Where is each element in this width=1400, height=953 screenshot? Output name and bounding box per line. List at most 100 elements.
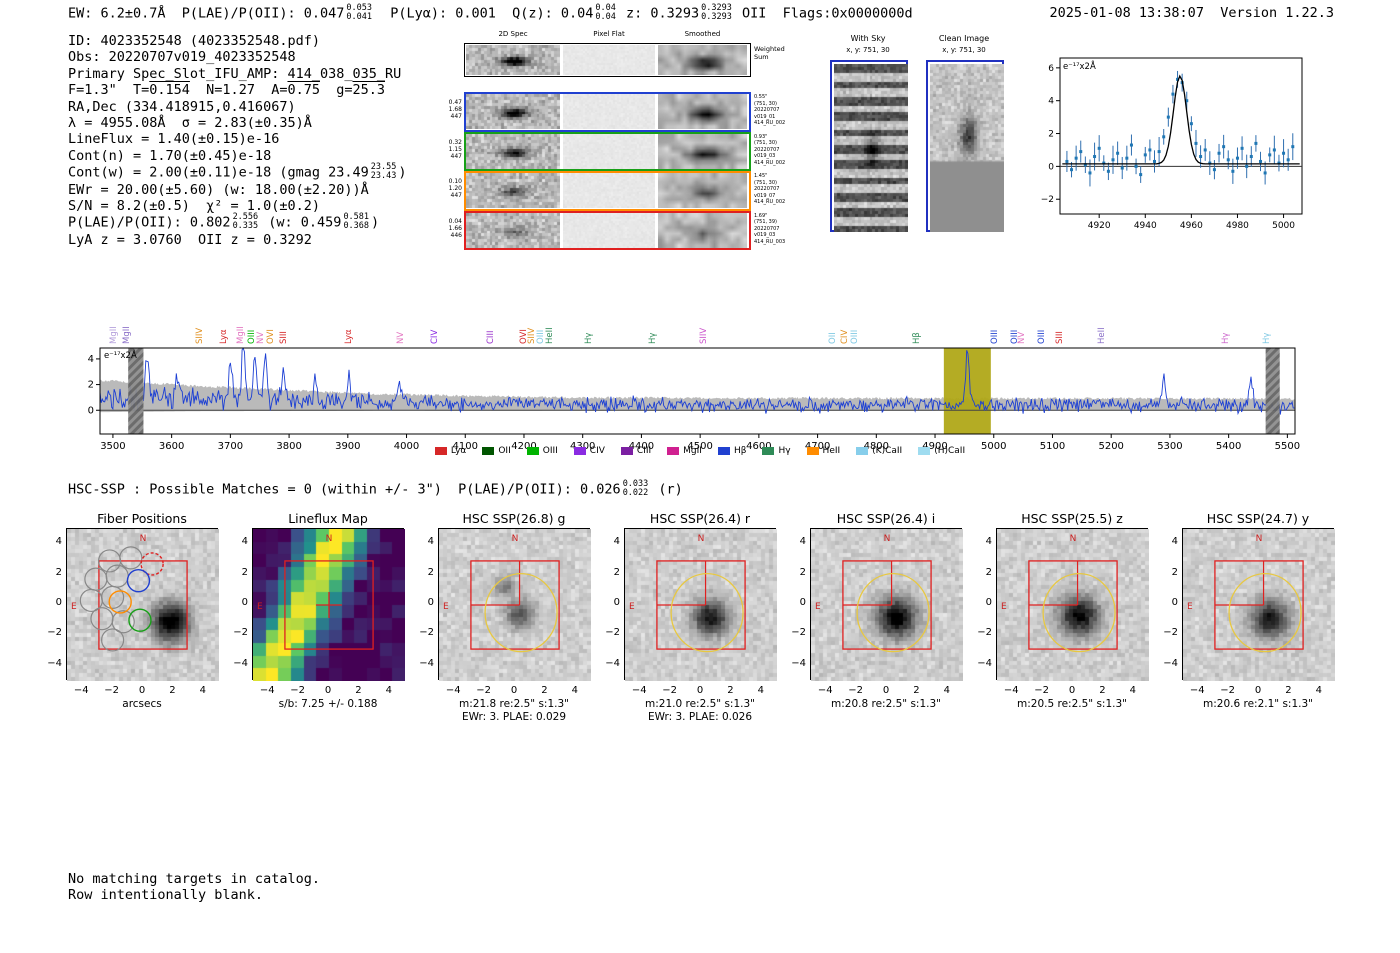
legend-swatch (482, 447, 495, 455)
line-fit-svg: 4920 4940 4960 4980 5000 −2 0 2 4 6 e⁻¹⁷x2Å (1041, 57, 1303, 231)
y-tick-label: −2 (605, 627, 620, 639)
x-tick-label: −2 (662, 685, 677, 696)
x-tick-label: 3800 (276, 441, 301, 452)
emission-line-label: Hγ (1221, 332, 1232, 344)
data-point (1185, 99, 1189, 103)
data-point (1222, 145, 1226, 149)
spec2d-cutout-image (658, 133, 747, 169)
emission-line-label: NV (395, 331, 406, 344)
full-spectrum-plot: 3500 3600 3700 3800 3900 4000 4100 4200 4300 4400… (60, 342, 1340, 461)
cutout-row: Fiber Positions N E −4 −4 −2 −2 0 0 2 2 4 4 arcsecs Li… (0, 505, 1400, 730)
x-tick-label: 4 (571, 685, 578, 696)
x-tick-label: 4100 (453, 441, 478, 452)
stacked-value: 0.581 0.368 (343, 212, 370, 232)
y-tick-label: 0 (985, 597, 992, 608)
legend-label: HeII (822, 446, 841, 456)
y-tick-label: 0 (55, 597, 62, 608)
text-segment: N=1.27 A= (189, 82, 288, 99)
overlined-value: 0.75 (287, 82, 320, 99)
cutout-title: HSC SSP(26.4) r (649, 511, 751, 526)
text-segment: HSC-SSP : Possible Matches = 0 (within +… (68, 481, 621, 498)
spec2d-weighted-box (464, 43, 751, 77)
data-point (1106, 169, 1110, 173)
cutout-title: HSC SSP(26.8) g (462, 511, 566, 526)
footer-line-2: Row intentionally blank. (68, 887, 264, 904)
data-point (1157, 150, 1161, 154)
x-tick-label: 2 (913, 685, 920, 696)
x-tick-label: 3900 (335, 441, 360, 452)
weighted-sum-label: Weighted Sum (754, 45, 785, 61)
legend-item: Hβ (717, 446, 747, 456)
cleanimg-title: Clean Image (938, 34, 990, 43)
spec2d-cutout-image (563, 45, 655, 75)
x-tick-label: 4300 (570, 441, 595, 452)
cutout-title: Fiber Positions (97, 511, 187, 526)
text-segment: (w: 0.459 (260, 215, 342, 232)
data-point (1176, 77, 1180, 81)
spec2d-cutout-image (466, 133, 560, 169)
x-tick-label: 2 (541, 685, 548, 696)
cutout-overlay: NE (71, 534, 188, 652)
legend-swatch (526, 447, 539, 455)
emission-line-label: HeII (544, 327, 555, 344)
stacked-value: 23.55 23.43 (370, 162, 397, 181)
cutout-caption: EWr: 3. PLAE: 0.026 (647, 711, 753, 723)
emission-line-label: MgII (109, 326, 120, 344)
north-compass-label: N (326, 534, 333, 544)
emission-line-label: Lyα (218, 329, 229, 344)
legend-label: Hβ (733, 446, 747, 456)
spec2d-cutout-image (466, 173, 560, 208)
text-segment: OII Flags:0x0000000d (733, 5, 913, 22)
y-tick-label: −4 (791, 657, 806, 669)
header-timestamp-version: 2025-01-08 13:38:07 Version 1.22.3 (1049, 5, 1334, 21)
x-tick-label: 4 (757, 685, 764, 696)
x-tick-label: 4920 (1088, 221, 1111, 231)
y-tick-label: 4 (241, 536, 248, 548)
data-point (1254, 141, 1258, 145)
detection-info-block: ID: 4023352548 (4023352548.pdf) Obs: 2022… (68, 33, 406, 248)
spec2d-row-annotation: 1.45" (751, 30) 20220707 v019_07 414_RU_… (754, 173, 786, 206)
x-tick-label: 4 (385, 685, 392, 696)
withsky-image-border (830, 60, 908, 232)
north-compass-label: N (1070, 534, 1077, 544)
legend-label: Hγ (778, 446, 791, 456)
cutout-caption: m:21.8 re:2.5" s:1.3" (459, 698, 569, 710)
emission-line-label: OIII (1036, 329, 1047, 344)
text-segment: Cont(w) = 2.00(±0.11)e-18 (gmag 23.49 (68, 164, 369, 181)
stacked-value: 0.053 0.041 (346, 3, 372, 22)
y-tick-label: 0 (241, 597, 248, 608)
data-point (1171, 92, 1175, 96)
x-tick-label: −2 (848, 685, 863, 696)
emission-line-label: MgII (122, 326, 132, 344)
spec2d-row-left-labels: 0.10 1.20 447 (448, 178, 462, 199)
x-tick-label: 4 (1129, 685, 1136, 696)
north-compass-label: N (1256, 534, 1263, 544)
data-point (1139, 173, 1143, 177)
cleanimg-xy-label: x, y: 751, 30 (942, 46, 986, 54)
spectrum-legend: Lyα OII OIII CIV CIII MgII Hβ Hγ HeII (K)CaII (H)C… (350, 446, 1050, 456)
y-tick-label: 2 (799, 566, 806, 578)
x-tick-label: 4400 (629, 441, 654, 452)
fiber-circle (84, 567, 108, 591)
x-tick-label: 3500 (100, 441, 125, 452)
y-tick-label: −2 (47, 627, 62, 639)
spec2d-fiber-box-3 (464, 171, 751, 211)
y-axis-units-label: e⁻¹⁷x2Å (1063, 60, 1096, 72)
spec2d-row-left-labels: 0.32 1.15 447 (448, 138, 462, 160)
x-tick-label: 3600 (159, 441, 184, 452)
emission-line-label: CIV (839, 329, 850, 344)
y-tick-label: 4 (1171, 536, 1178, 548)
data-point (1249, 155, 1253, 159)
y-tick-label: 0 (88, 405, 94, 416)
fiber-circle-red (140, 552, 164, 576)
spec2d-cutout-image (563, 212, 655, 248)
y-tick-label: 0 (799, 597, 806, 608)
x-tick-label: −2 (1220, 685, 1235, 696)
text-segment: EWr = 20.00(±5.60) (w: 18.00(±2.20))Å (68, 181, 369, 198)
y-tick-label: −2 (1163, 627, 1178, 639)
emission-line-label: Hγ (583, 332, 594, 344)
x-tick-label: 5300 (1157, 441, 1182, 452)
aperture-box (842, 560, 932, 650)
fiber-circle (119, 546, 143, 570)
